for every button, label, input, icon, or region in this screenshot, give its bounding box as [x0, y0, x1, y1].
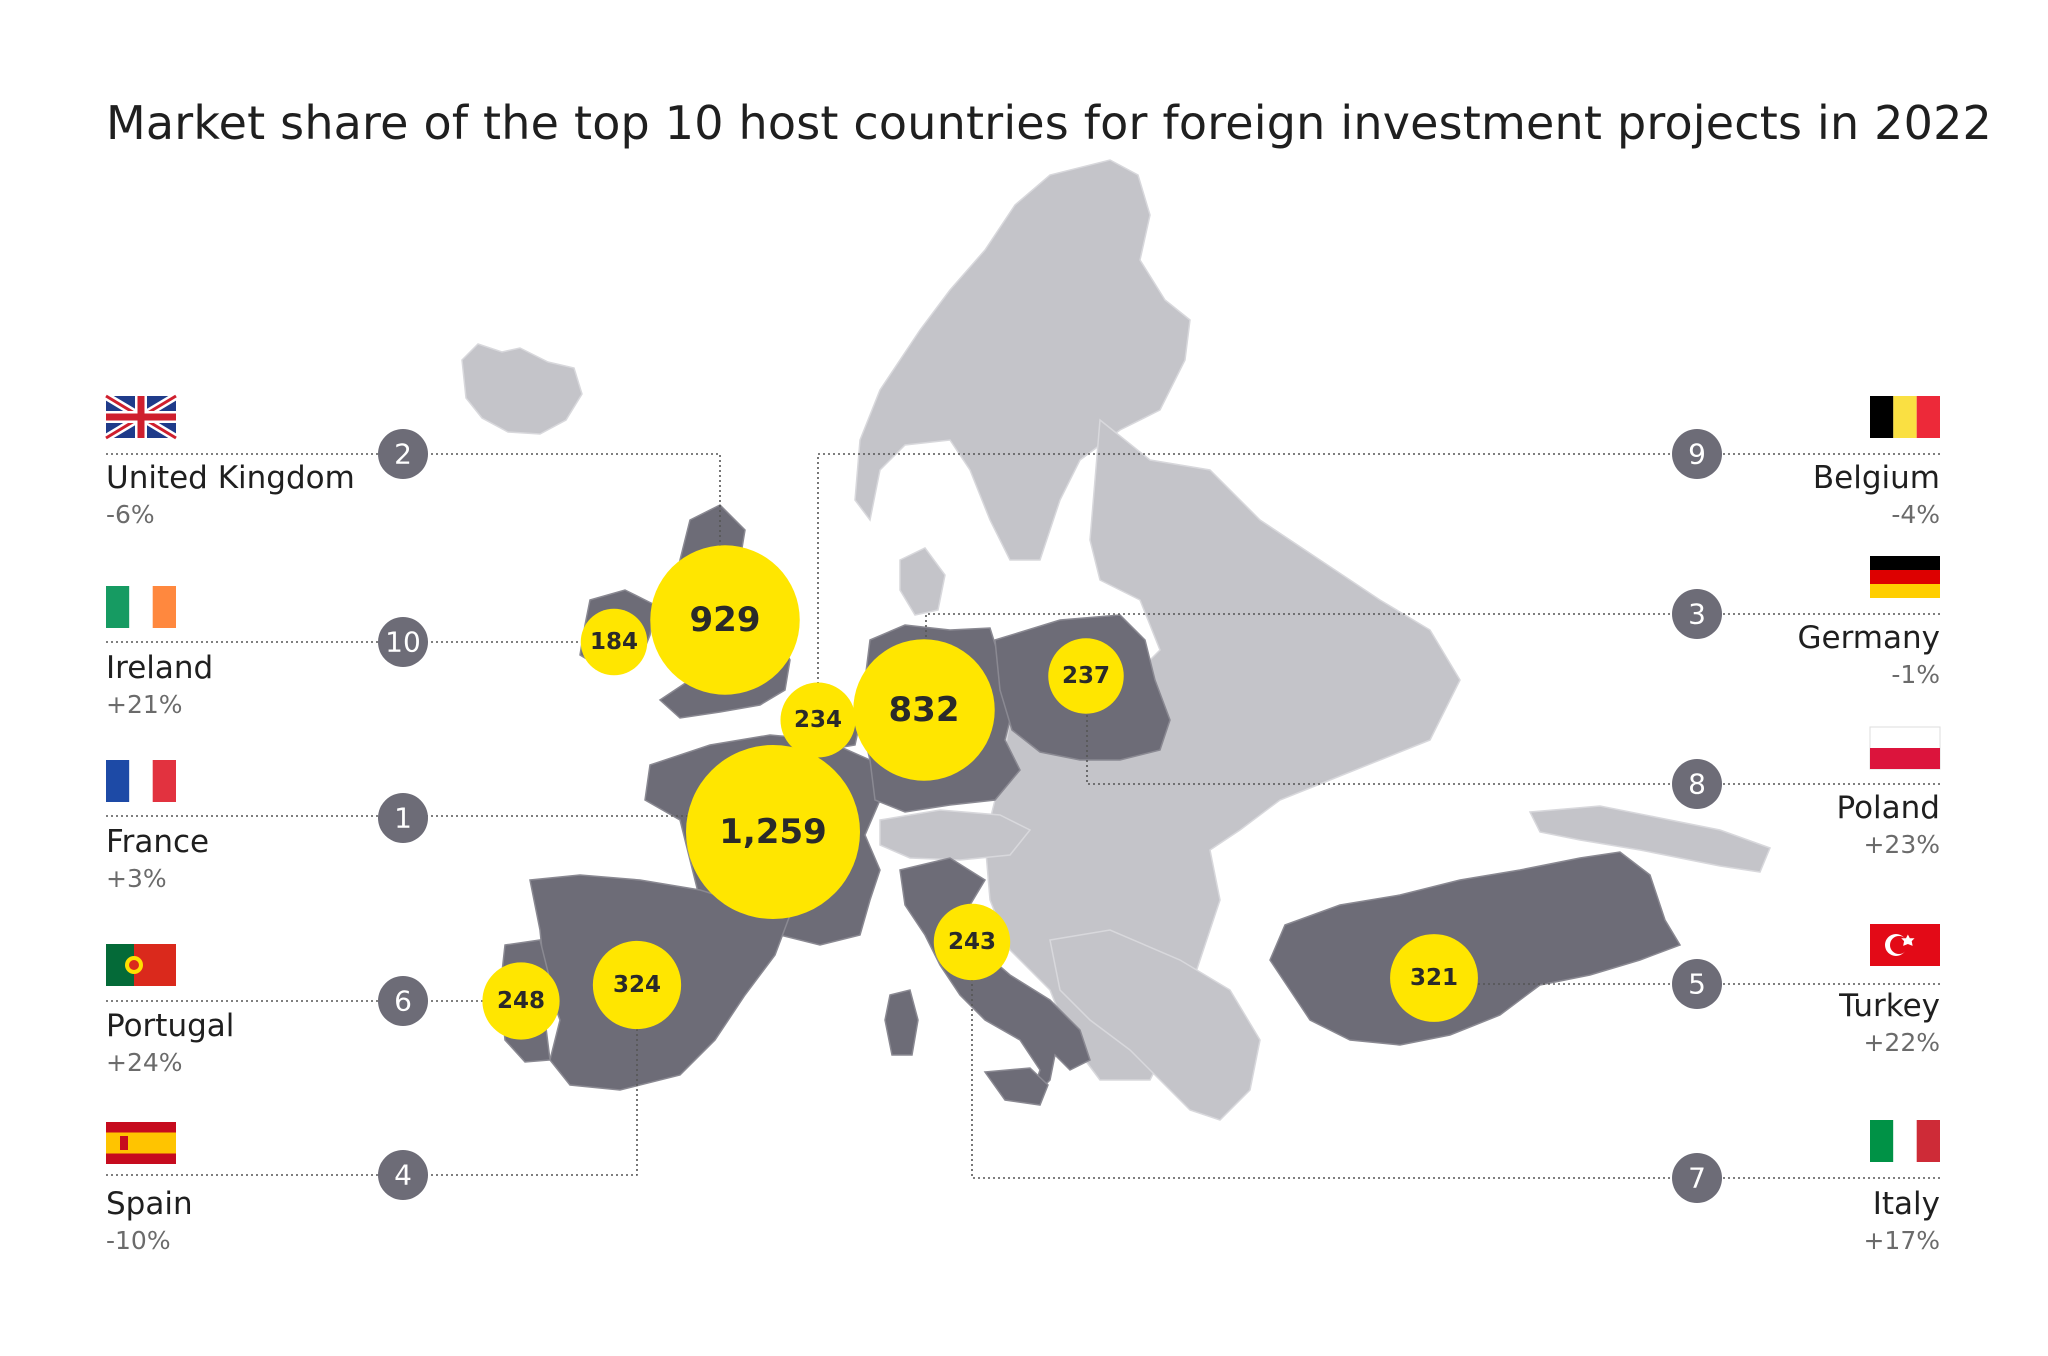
turkey-flag-icon: [1870, 924, 1940, 966]
uk-flag-icon: [103, 392, 179, 442]
turkey-name: Turkey: [1839, 988, 1940, 1024]
rank-badges: 2 10 1 6 4 9 3 8 5 7: [378, 429, 1722, 1203]
rank-number-fr: 1: [394, 802, 412, 835]
rank-number-pl: 8: [1688, 768, 1706, 801]
portugal-change: +24%: [106, 1048, 183, 1077]
bubble-value-ie: 184: [590, 629, 638, 655]
belgium-name: Belgium: [1812, 460, 1940, 496]
france-flag-icon: [106, 760, 176, 802]
italy-flag-icon: [1870, 1120, 1940, 1162]
belgium-change: -4%: [1891, 500, 1940, 529]
leader-belgium: [817, 453, 1940, 698]
bubble-value-uk: 929: [690, 600, 761, 640]
poland-change: +23%: [1863, 830, 1940, 859]
uk-change: -6%: [106, 500, 155, 529]
italy-name: Italy: [1872, 1186, 1940, 1222]
poland-flag-icon: [1869, 726, 1941, 770]
ireland-change: +21%: [106, 690, 183, 719]
rank-number-uk: 2: [394, 438, 412, 471]
flags: [103, 392, 1941, 1164]
bubble-value-it: 243: [948, 929, 996, 955]
bubble-pl: [1048, 638, 1124, 714]
turkey-change: +22%: [1863, 1028, 1940, 1057]
iceland-shape: [461, 343, 583, 435]
bubble-be: [780, 682, 856, 758]
germany-change: -1%: [1891, 660, 1940, 689]
ireland-flag-icon: [106, 586, 176, 628]
poland-name: Poland: [1836, 790, 1941, 826]
germany-flag-icon: [1870, 556, 1940, 598]
balkans-shape: [1049, 929, 1261, 1121]
rank-badge-ie: [378, 617, 428, 667]
rank-badge-pl: [1672, 759, 1722, 809]
rank-badge-tr: [1672, 959, 1722, 1009]
bubble-tr: [1390, 934, 1478, 1022]
sardinia-shape: [884, 989, 919, 1056]
leader-germany: [925, 613, 1940, 648]
rank-number-pt: 6: [394, 985, 412, 1018]
rank-number-it: 7: [1688, 1162, 1706, 1195]
alps-shape: [879, 809, 1032, 861]
map-title: Market share of the top 10 host countrie…: [106, 96, 1993, 150]
france-change: +3%: [106, 864, 167, 893]
scandinavia-shape: [854, 159, 1191, 561]
rank-number-ie: 10: [385, 626, 421, 659]
ireland-name: Ireland: [106, 650, 214, 686]
france-name: France: [106, 824, 210, 860]
uk-name: United Kingdom: [106, 460, 355, 496]
portugal-flag-icon: [106, 944, 176, 986]
bubble-ie: [580, 608, 648, 676]
caucasus-shape: [1528, 805, 1771, 873]
bubble-de: [853, 639, 995, 781]
rank-badge-uk: [378, 429, 428, 479]
spain-flag-icon: [106, 1122, 176, 1164]
bubble-value-tr: 321: [1410, 965, 1458, 991]
denmark-shape: [899, 547, 946, 616]
bubble-uk: [650, 545, 800, 695]
turkey-shape: [1269, 851, 1682, 1046]
bubble-value-be: 234: [794, 707, 842, 733]
bubble-value-es: 324: [613, 972, 661, 998]
spain-change: -10%: [106, 1226, 171, 1255]
rank-badge-es: [378, 1150, 428, 1200]
rank-badge-it: [1672, 1153, 1722, 1203]
sicily-shape: [983, 1067, 1049, 1106]
rank-number-es: 4: [394, 1159, 412, 1192]
rank-badge-fr: [378, 793, 428, 843]
bubble-value-fr: 1,259: [719, 812, 827, 852]
bubble-value-de: 832: [889, 690, 960, 730]
rank-badge-de: [1672, 589, 1722, 639]
leader-spain: [106, 1020, 638, 1176]
portugal-name: Portugal: [106, 1008, 235, 1044]
germany-name: Germany: [1797, 620, 1940, 656]
bubble-es: [592, 940, 682, 1030]
rank-number-de: 3: [1688, 598, 1706, 631]
background-land: [461, 159, 1771, 1121]
bubble-fr: [686, 745, 860, 919]
bubble-pt: [482, 962, 560, 1040]
italy-change: +17%: [1863, 1226, 1940, 1255]
bubble-value-pt: 248: [497, 988, 545, 1014]
rank-number-be: 9: [1688, 438, 1706, 471]
rank-badge-pt: [378, 976, 428, 1026]
project-bubbles: 1,259 929 832 324 321 248 243 237 234 184: [482, 545, 1478, 1040]
spain-name: Spain: [106, 1186, 193, 1222]
rank-number-tr: 5: [1688, 968, 1706, 1001]
bubble-value-pl: 237: [1062, 663, 1110, 689]
bubble-it: [933, 903, 1011, 981]
leader-italy: [971, 970, 1940, 1179]
belgium-flag-icon: [1870, 396, 1940, 438]
rank-badge-be: [1672, 429, 1722, 479]
